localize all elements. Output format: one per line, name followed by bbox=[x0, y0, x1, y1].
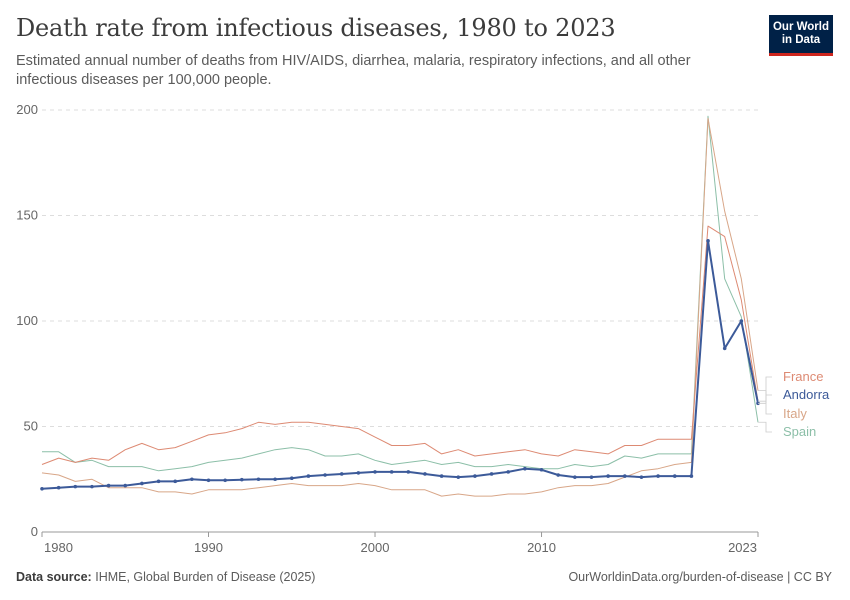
chart-title: Death rate from infectious diseases, 198… bbox=[16, 14, 616, 42]
data-source: Data source: IHME, Global Burden of Dise… bbox=[16, 570, 315, 584]
data-point-andorra-2000 bbox=[373, 470, 377, 474]
legend: France Andorra Italy Spain bbox=[758, 369, 830, 439]
logo-line-1: Our World bbox=[772, 21, 829, 33]
y-tick-label-0: 0 bbox=[31, 524, 38, 539]
legend-label-andorra: Andorra bbox=[783, 387, 830, 402]
data-point-andorra-1980 bbox=[40, 486, 44, 491]
series-line-spain bbox=[42, 115, 759, 472]
data-point-andorra-1989 bbox=[190, 477, 194, 482]
data-point-andorra-1992 bbox=[240, 477, 244, 482]
x-tick-label-2000: 2000 bbox=[361, 540, 390, 555]
data-point-andorra-2001 bbox=[389, 470, 394, 474]
owid-logo[interactable]: Our World in Data bbox=[769, 15, 833, 56]
legend-connector-france bbox=[758, 376, 772, 402]
data-point-andorra-1993 bbox=[256, 477, 261, 482]
y-tick-label-50: 50 bbox=[24, 419, 38, 434]
y-tick-label-200: 200 bbox=[16, 102, 38, 117]
data-point-andorra-1985 bbox=[123, 483, 128, 488]
source-url-link[interactable]: OurWorldinData.org/burden-of-disease | C… bbox=[568, 570, 832, 584]
data-point-andorra-2017 bbox=[656, 474, 660, 478]
data-point-andorra-2022 bbox=[739, 319, 744, 323]
data-point-andorra-1981 bbox=[56, 485, 61, 490]
data-point-andorra-2021 bbox=[722, 346, 727, 351]
data-point-andorra-1997 bbox=[323, 473, 327, 477]
data-point-andorra-2013 bbox=[589, 475, 594, 479]
data-point-andorra-1982 bbox=[73, 484, 78, 489]
x-tick-label-1990: 1990 bbox=[194, 540, 223, 555]
data-point-andorra-2018 bbox=[672, 474, 677, 478]
data-source-text: IHME, Global Burden of Disease (2025) bbox=[95, 570, 316, 584]
data-point-andorra-2011 bbox=[556, 473, 560, 477]
data-point-andorra-1987 bbox=[156, 479, 161, 484]
data-point-andorra-2020 bbox=[706, 239, 710, 243]
y-tick-label-150: 150 bbox=[16, 208, 38, 223]
legend-connector-andorra bbox=[758, 394, 772, 404]
data-point-andorra-2014 bbox=[606, 474, 610, 478]
series-lines bbox=[40, 115, 760, 497]
data-point-andorra-1994 bbox=[273, 477, 277, 482]
grid-lines bbox=[42, 109, 758, 533]
data-point-andorra-1995 bbox=[289, 476, 294, 480]
legend-connector-italy bbox=[758, 390, 772, 415]
x-tick-label-2010: 2010 bbox=[527, 540, 556, 555]
series-line-andorra bbox=[41, 239, 759, 490]
data-point-andorra-2015 bbox=[622, 474, 627, 478]
x-axis: 1980 1990 2000 2010 2023 bbox=[41, 532, 759, 555]
data-point-andorra-2008 bbox=[506, 470, 511, 474]
y-axis-ticks: 0 50 100 150 200 bbox=[16, 102, 38, 539]
data-point-andorra-2010 bbox=[539, 467, 544, 472]
x-tick-label-1980: 1980 bbox=[44, 540, 73, 555]
data-point-andorra-1984 bbox=[106, 483, 111, 488]
series-line-france bbox=[41, 225, 759, 465]
data-point-andorra-1991 bbox=[223, 478, 227, 483]
data-point-andorra-1990 bbox=[206, 478, 211, 483]
data-point-andorra-2003 bbox=[423, 472, 427, 476]
data-point-andorra-2004 bbox=[439, 474, 444, 478]
chart-subtitle: Estimated annual number of deaths from H… bbox=[16, 53, 691, 88]
data-point-andorra-1999 bbox=[356, 471, 361, 475]
legend-connector-spain bbox=[758, 421, 772, 433]
data-point-andorra-1998 bbox=[339, 472, 344, 476]
logo-line-2: in Data bbox=[781, 34, 821, 46]
legend-label-france: France bbox=[783, 369, 823, 384]
data-point-andorra-2016 bbox=[639, 475, 644, 479]
y-tick-label-100: 100 bbox=[16, 313, 38, 328]
data-point-andorra-2006 bbox=[473, 474, 477, 478]
series-line-italy bbox=[41, 117, 759, 497]
data-point-andorra-2009 bbox=[523, 466, 527, 471]
data-point-andorra-2002 bbox=[406, 470, 411, 474]
data-point-andorra-1988 bbox=[173, 479, 178, 484]
data-source-label: Data source: bbox=[16, 570, 92, 584]
data-point-andorra-2007 bbox=[489, 472, 494, 476]
data-point-andorra-2005 bbox=[456, 475, 461, 479]
x-tick-label-2023: 2023 bbox=[728, 540, 757, 555]
data-point-andorra-2012 bbox=[573, 475, 577, 479]
data-point-andorra-1983 bbox=[90, 484, 94, 489]
legend-label-spain: Spain bbox=[783, 424, 816, 439]
data-point-andorra-2019 bbox=[689, 474, 694, 478]
legend-label-italy: Italy bbox=[783, 406, 807, 421]
data-point-andorra-1996 bbox=[306, 474, 311, 478]
data-point-andorra-1986 bbox=[140, 481, 144, 486]
